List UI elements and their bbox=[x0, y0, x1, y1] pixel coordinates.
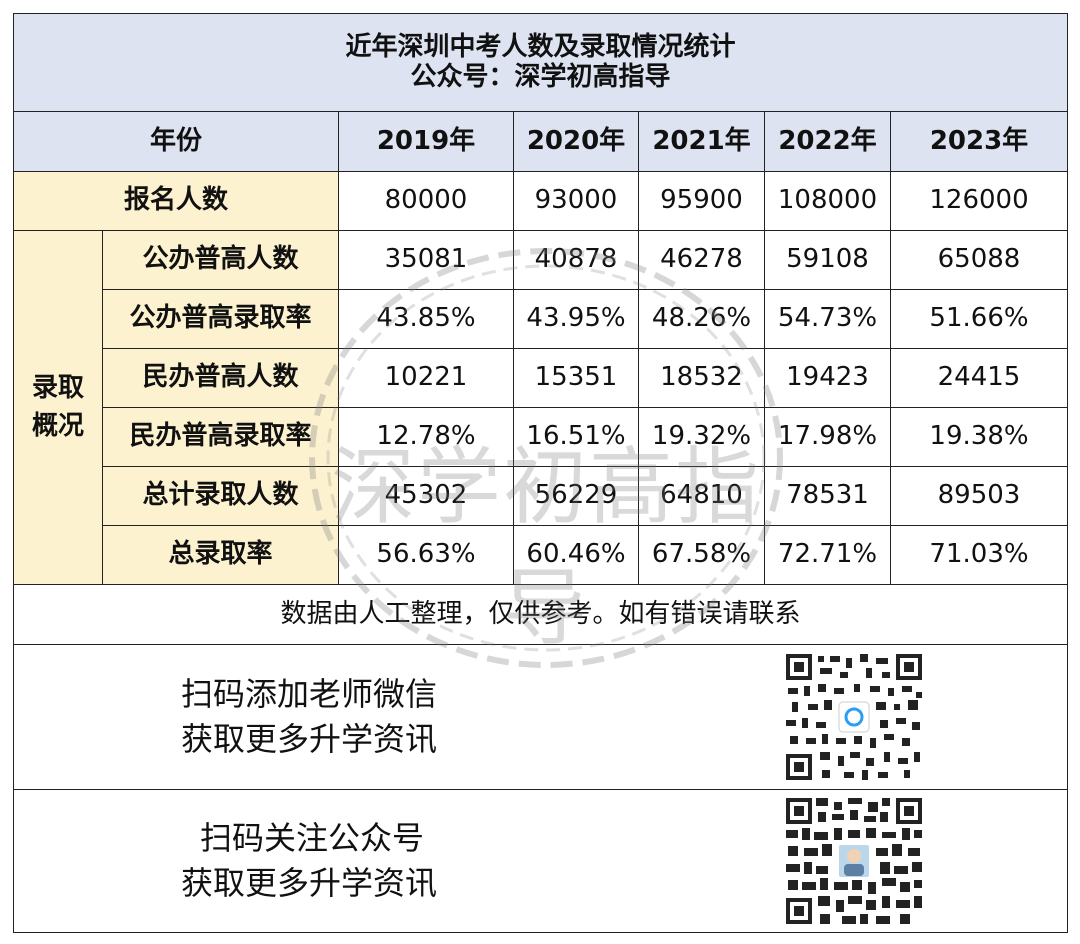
disclaimer-note: 数据由人工整理，仅供参考。如有错误请联系 bbox=[13, 584, 1068, 645]
table-title: 近年深圳中考人数及录取情况统计 公众号：深学初高指导 bbox=[13, 13, 1068, 112]
wechat-promo-cell: 扫码添加老师微信 获取更多升学资讯 bbox=[13, 644, 1068, 790]
row-label: 总计录取人数 bbox=[102, 466, 339, 526]
cell-value: 17.98% bbox=[764, 407, 891, 467]
cell-value: 56.63% bbox=[338, 525, 514, 585]
cell-value: 54.73% bbox=[764, 289, 891, 349]
title-line-2: 公众号：深学初高指导 bbox=[410, 61, 671, 92]
cell-value: 24415 bbox=[890, 348, 1068, 408]
admission-group-text: 录取概况 bbox=[31, 372, 84, 441]
registration-value: 80000 bbox=[338, 171, 514, 231]
registration-value: 93000 bbox=[513, 171, 639, 231]
cell-value: 43.95% bbox=[513, 289, 639, 349]
row-label: 公办普高录取率 bbox=[102, 289, 339, 349]
cell-value: 64810 bbox=[638, 466, 765, 526]
row-label: 民办普高人数 bbox=[102, 348, 339, 408]
cell-value: 43.85% bbox=[338, 289, 514, 349]
title-line-1: 近年深圳中考人数及录取情况统计 bbox=[345, 31, 736, 62]
year-header: 2019年 bbox=[338, 111, 514, 172]
cell-value: 67.58% bbox=[638, 525, 765, 585]
cell-value: 12.78% bbox=[338, 407, 514, 467]
year-header: 2021年 bbox=[638, 111, 765, 172]
registration-row: 报名人数 80000 93000 95900 108000 126000 bbox=[13, 171, 1068, 231]
wechat-promo-row: 扫码添加老师微信 获取更多升学资讯 bbox=[13, 644, 1068, 790]
cell-value: 40878 bbox=[513, 230, 639, 290]
year-label: 年份 bbox=[13, 111, 339, 172]
wechat-promo-line-2: 获取更多升学资讯 bbox=[181, 720, 438, 758]
table-row: 民办普高人数 10221 15351 18532 19423 24415 bbox=[14, 348, 1068, 408]
cell-value: 78531 bbox=[764, 466, 891, 526]
cell-value: 16.51% bbox=[513, 407, 639, 467]
wechat-promo-text: 扫码添加老师微信 获取更多升学资讯 bbox=[181, 672, 601, 762]
note-row: 数据由人工整理，仅供参考。如有错误请联系 bbox=[13, 584, 1068, 645]
year-header: 2020年 bbox=[513, 111, 639, 172]
cell-value: 45302 bbox=[338, 466, 514, 526]
official-account-promo-row: 扫码关注公众号 获取更多升学资讯 bbox=[13, 789, 1068, 933]
admission-group-label: 录取概况 bbox=[13, 230, 103, 585]
cell-value: 56229 bbox=[513, 466, 639, 526]
row-label: 总录取率 bbox=[102, 525, 339, 585]
cell-value: 65088 bbox=[890, 230, 1068, 290]
year-header: 2022年 bbox=[764, 111, 891, 172]
registration-value: 95900 bbox=[638, 171, 765, 231]
year-header: 2023年 bbox=[890, 111, 1068, 172]
cell-value: 72.71% bbox=[764, 525, 891, 585]
wechat-qr-code-icon[interactable] bbox=[784, 652, 924, 782]
cell-value: 18532 bbox=[638, 348, 765, 408]
cell-value: 89503 bbox=[890, 466, 1068, 526]
cell-value: 35081 bbox=[338, 230, 514, 290]
year-header-row: 年份 2019年 2020年 2021年 2022年 2023年 bbox=[13, 111, 1068, 172]
registration-value: 126000 bbox=[890, 171, 1068, 231]
table-row: 录取概况 公办普高人数 35081 40878 46278 59108 6508… bbox=[13, 230, 1068, 585]
official-promo-line-2: 获取更多升学资讯 bbox=[181, 864, 438, 902]
table-row: 民办普高录取率 12.78% 16.51% 19.32% 17.98% 19.3… bbox=[14, 407, 1068, 467]
cell-value: 48.26% bbox=[638, 289, 765, 349]
table-row: 总计录取人数 45302 56229 64810 78531 89503 bbox=[14, 466, 1068, 526]
title-row: 近年深圳中考人数及录取情况统计 公众号：深学初高指导 bbox=[13, 13, 1068, 112]
cell-value: 60.46% bbox=[513, 525, 639, 585]
cell-value: 71.03% bbox=[890, 525, 1068, 585]
cell-value: 19423 bbox=[764, 348, 891, 408]
official-promo-line-1: 扫码关注公众号 bbox=[200, 819, 425, 858]
table-row: 总录取率 56.63% 60.46% 67.58% 72.71% 71.03% bbox=[14, 525, 1068, 585]
cell-value: 51.66% bbox=[890, 289, 1068, 349]
official-account-qr-code-icon[interactable] bbox=[784, 796, 924, 926]
row-label: 民办普高录取率 bbox=[102, 407, 339, 467]
admission-stats-table: 近年深圳中考人数及录取情况统计 公众号：深学初高指导 年份 2019年 2020… bbox=[13, 13, 1068, 933]
cell-value: 46278 bbox=[638, 230, 765, 290]
registration-label: 报名人数 bbox=[13, 171, 339, 231]
cell-value: 19.38% bbox=[890, 407, 1068, 467]
table-row: 公办普高录取率 43.85% 43.95% 48.26% 54.73% 51.6… bbox=[14, 289, 1068, 349]
cell-value: 59108 bbox=[764, 230, 891, 290]
official-promo-cell: 扫码关注公众号 获取更多升学资讯 bbox=[13, 789, 1068, 933]
cell-value: 19.32% bbox=[638, 407, 765, 467]
registration-value: 108000 bbox=[764, 171, 891, 231]
row-label: 公办普高人数 bbox=[102, 230, 339, 290]
official-promo-text: 扫码关注公众号 获取更多升学资讯 bbox=[181, 816, 601, 906]
wechat-promo-line-1: 扫码添加老师微信 bbox=[181, 675, 438, 714]
cell-value: 15351 bbox=[513, 348, 639, 408]
cell-value: 10221 bbox=[338, 348, 514, 408]
